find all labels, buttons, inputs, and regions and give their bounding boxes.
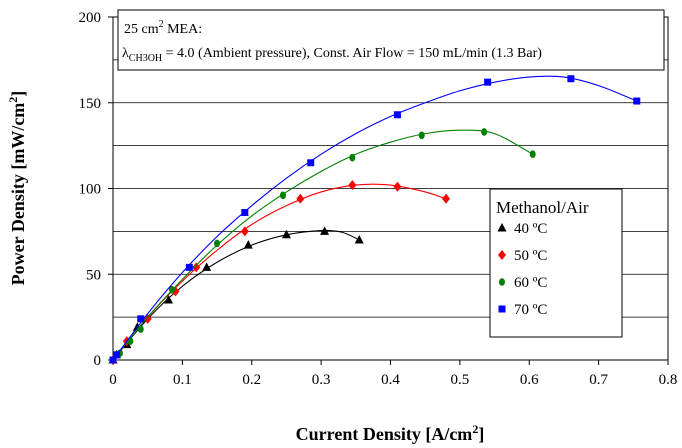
x-tick-label: 0.3: [312, 372, 331, 388]
x-tick-label: 0.4: [381, 372, 400, 388]
data-point: [481, 128, 488, 136]
data-point: [529, 150, 536, 158]
legend: Methanol/Air 40 ºC 50 ºC 60 ºC 70 ºC: [489, 188, 623, 338]
legend-title: Methanol/Air: [496, 198, 589, 217]
series-3: [110, 128, 536, 364]
legend-label: 70 ºC: [514, 302, 547, 318]
x-tick-label: 0.6: [520, 372, 539, 388]
data-point: [109, 356, 117, 364]
data-point: [240, 226, 249, 237]
y-tick-label: 200: [79, 10, 102, 26]
axis-ticks: 0 0.1 0.2 0.3 0.4 0.5 0.6 0.7 0.8 0 50 100 150 200: [79, 10, 678, 388]
y-tick-label: 50: [86, 267, 101, 283]
data-point: [192, 262, 201, 273]
x-tick-label: 0.1: [173, 372, 192, 388]
data-point: [320, 226, 330, 235]
data-point: [112, 351, 120, 359]
data-point: [241, 209, 249, 217]
legend-marker: [498, 305, 506, 313]
x-tick-label: 0.2: [242, 372, 261, 388]
series-line: [112, 75, 637, 361]
series-line: [112, 229, 360, 361]
data-point: [137, 325, 144, 333]
data-point: [164, 294, 173, 304]
data-point: [348, 180, 357, 191]
annotation-box: 25 cm2 MEA: λCH3OH = 4.0 (Ambient pressu…: [117, 9, 665, 71]
data-point: [214, 239, 221, 248]
x-axis-title: Current Density [A/cm2]: [296, 422, 485, 444]
data-point: [296, 193, 305, 204]
series-line: [112, 129, 533, 361]
legend-marker: [498, 250, 506, 260]
annotation-frame: [117, 9, 665, 71]
data-point: [243, 240, 253, 249]
y-tick-label: 0: [94, 353, 102, 369]
y-tick-label: 150: [79, 96, 102, 112]
data-point: [349, 153, 356, 162]
series-layer: [108, 75, 641, 365]
x-tick-label: 0.8: [659, 372, 678, 388]
data-point: [279, 191, 286, 200]
annotation-line2: λCH3OH = 4.0 (Ambient pressure), Const. …: [122, 46, 542, 64]
data-point: [281, 229, 291, 239]
x-tick-label: 0.5: [451, 372, 470, 388]
data-point: [418, 131, 425, 140]
data-point: [137, 315, 145, 323]
legend-label: 60 ºC: [514, 275, 547, 291]
legend-label: 50 ºC: [514, 248, 547, 264]
x-tick-label: 0.7: [589, 372, 608, 388]
legend-frame: [489, 188, 623, 338]
data-point: [354, 234, 364, 244]
data-point: [202, 262, 212, 271]
legend-marker: [497, 223, 507, 232]
data-point: [484, 78, 492, 86]
annotation-line1: 25 cm2 MEA:: [124, 19, 202, 37]
data-point: [567, 75, 575, 83]
data-point: [393, 111, 401, 119]
data-point: [185, 263, 193, 271]
series-2: [109, 180, 450, 365]
series-line: [112, 183, 447, 361]
data-point: [393, 181, 402, 192]
series-1: [108, 226, 364, 364]
y-tick-label: 100: [79, 182, 102, 198]
data-point: [633, 97, 641, 105]
legend-marker: [499, 278, 505, 286]
x-tick-label: 0: [109, 372, 117, 388]
legend-label: 40 ºC: [514, 221, 547, 237]
data-point: [307, 159, 315, 167]
data-point: [168, 285, 175, 294]
data-point: [442, 193, 450, 204]
y-axis-title: Power Density [mW/cm2]: [6, 91, 28, 286]
legend-items: 40 ºC 50 ºC 60 ºC 70 ºC: [497, 221, 547, 318]
series-4: [109, 75, 641, 364]
